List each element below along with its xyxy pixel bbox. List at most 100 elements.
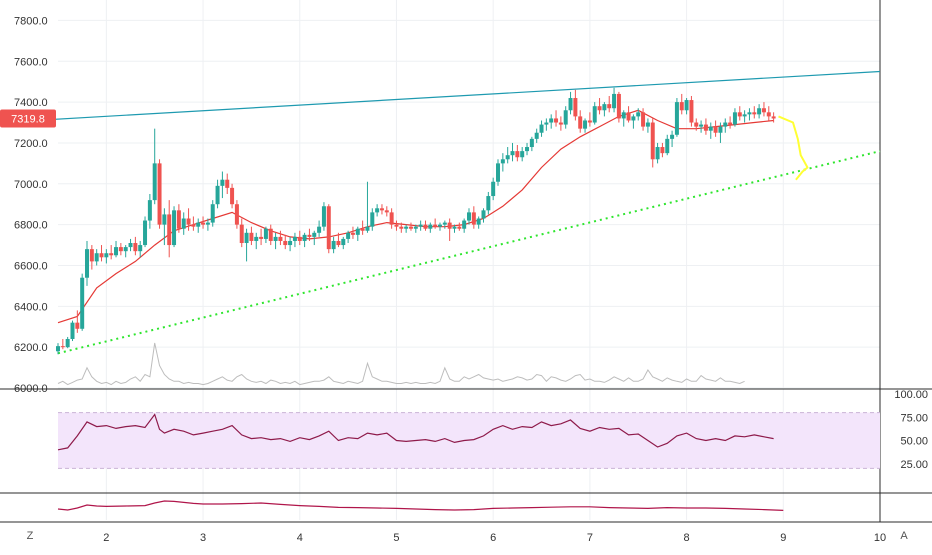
candle-up[interactable] <box>539 124 544 133</box>
candle-up[interactable] <box>496 163 501 182</box>
candle-down[interactable] <box>761 108 766 113</box>
candle-up[interactable] <box>375 208 380 213</box>
candle-up[interactable] <box>500 159 505 164</box>
candle-up[interactable] <box>747 112 752 115</box>
candle-up[interactable] <box>670 134 675 139</box>
freehand-projection[interactable] <box>778 115 809 181</box>
candle-down[interactable] <box>307 234 312 237</box>
candle-up[interactable] <box>476 218 481 225</box>
candle-up[interactable] <box>442 222 447 225</box>
candle-up[interactable] <box>138 245 143 252</box>
candle-up[interactable] <box>549 118 554 123</box>
candle-up[interactable] <box>684 100 689 111</box>
candle-down[interactable] <box>283 240 288 246</box>
candle-up[interactable] <box>104 253 109 258</box>
candle-up[interactable] <box>655 147 660 160</box>
candle-down[interactable] <box>703 124 708 131</box>
candle-up[interactable] <box>317 226 322 233</box>
candle-up[interactable] <box>370 212 375 227</box>
candle-up[interactable] <box>321 206 326 227</box>
candle-up[interactable] <box>205 222 210 225</box>
candle-down[interactable] <box>350 232 355 235</box>
candle-up[interactable] <box>273 236 278 241</box>
candle-down[interactable] <box>607 104 612 109</box>
candle-down[interactable] <box>389 212 394 225</box>
candle-down[interactable] <box>75 322 80 329</box>
candle-up[interactable] <box>254 236 259 241</box>
candle-up[interactable] <box>612 93 617 109</box>
candle-up[interactable] <box>292 236 297 241</box>
candle-up[interactable] <box>128 243 133 248</box>
candle-down[interactable] <box>578 116 583 129</box>
candle-down[interactable] <box>626 112 631 121</box>
candle-up[interactable] <box>302 234 307 241</box>
candle-up[interactable] <box>341 238 346 246</box>
candle-up[interactable] <box>732 112 737 125</box>
candle-down[interactable] <box>234 204 239 225</box>
candle-up[interactable] <box>757 108 762 115</box>
candle-down[interactable] <box>176 210 181 229</box>
candle-up[interactable] <box>56 346 60 352</box>
candle-up[interactable] <box>152 163 157 201</box>
candle-down[interactable] <box>225 179 230 188</box>
axis-auto-toggle[interactable]: A <box>900 530 908 542</box>
candle-down[interactable] <box>118 247 123 252</box>
candle-down[interactable] <box>766 112 771 117</box>
candle-down[interactable] <box>60 346 65 348</box>
candle-up[interactable] <box>568 98 573 111</box>
candle-up[interactable] <box>85 249 90 278</box>
candle-up[interactable] <box>312 232 317 237</box>
candle-up[interactable] <box>196 222 201 227</box>
candle-down[interactable] <box>109 253 114 256</box>
candle-up[interactable] <box>467 212 471 221</box>
candle-up[interactable] <box>428 224 433 229</box>
candle-down[interactable] <box>249 232 254 241</box>
trendline-lower[interactable] <box>57 150 881 355</box>
candle-down[interactable] <box>297 236 302 241</box>
candle-up[interactable] <box>365 226 370 231</box>
candle-down[interactable] <box>694 122 699 127</box>
candle-up[interactable] <box>674 102 679 135</box>
trendline-upper[interactable] <box>0 70 881 124</box>
candle-up[interactable] <box>413 226 418 229</box>
candle-down[interactable] <box>771 116 776 119</box>
candle-down[interactable] <box>587 120 592 123</box>
candle-down[interactable] <box>660 147 665 154</box>
candle-up[interactable] <box>602 104 607 111</box>
candle-up[interactable] <box>665 138 670 154</box>
candle-down[interactable] <box>728 122 733 125</box>
candle-up[interactable] <box>529 138 534 148</box>
candle-down[interactable] <box>457 226 462 229</box>
candle-down[interactable] <box>133 243 138 252</box>
candle-up[interactable] <box>437 224 442 227</box>
candle-up[interactable] <box>244 232 249 244</box>
candle-down[interactable] <box>597 106 602 111</box>
candle-up[interactable] <box>525 147 530 152</box>
candle-up[interactable] <box>288 240 293 246</box>
candle-up[interactable] <box>481 210 486 219</box>
candle-down[interactable] <box>515 151 520 158</box>
candle-up[interactable] <box>331 240 336 250</box>
candle-up[interactable] <box>708 126 713 131</box>
candle-down[interactable] <box>379 208 384 211</box>
candle-up[interactable] <box>592 106 597 123</box>
candle-up[interactable] <box>215 185 220 205</box>
candle-up[interactable] <box>172 210 177 246</box>
candle-down[interactable] <box>239 224 244 244</box>
candle-down[interactable] <box>278 236 283 241</box>
candle-up[interactable] <box>123 247 128 252</box>
candle-up[interactable] <box>636 112 641 117</box>
candle-up[interactable] <box>70 322 75 339</box>
candle-up[interactable] <box>544 122 549 125</box>
candle-up[interactable] <box>520 151 525 158</box>
candle-down[interactable] <box>326 206 331 250</box>
candle-up[interactable] <box>645 122 650 127</box>
candle-up[interactable] <box>563 110 568 125</box>
candle-up[interactable] <box>418 224 423 227</box>
candle-up[interactable] <box>114 247 119 256</box>
candle-up[interactable] <box>143 220 148 246</box>
candle-down[interactable] <box>157 163 162 225</box>
candle-down[interactable] <box>201 222 206 225</box>
candle-up[interactable] <box>505 155 510 160</box>
